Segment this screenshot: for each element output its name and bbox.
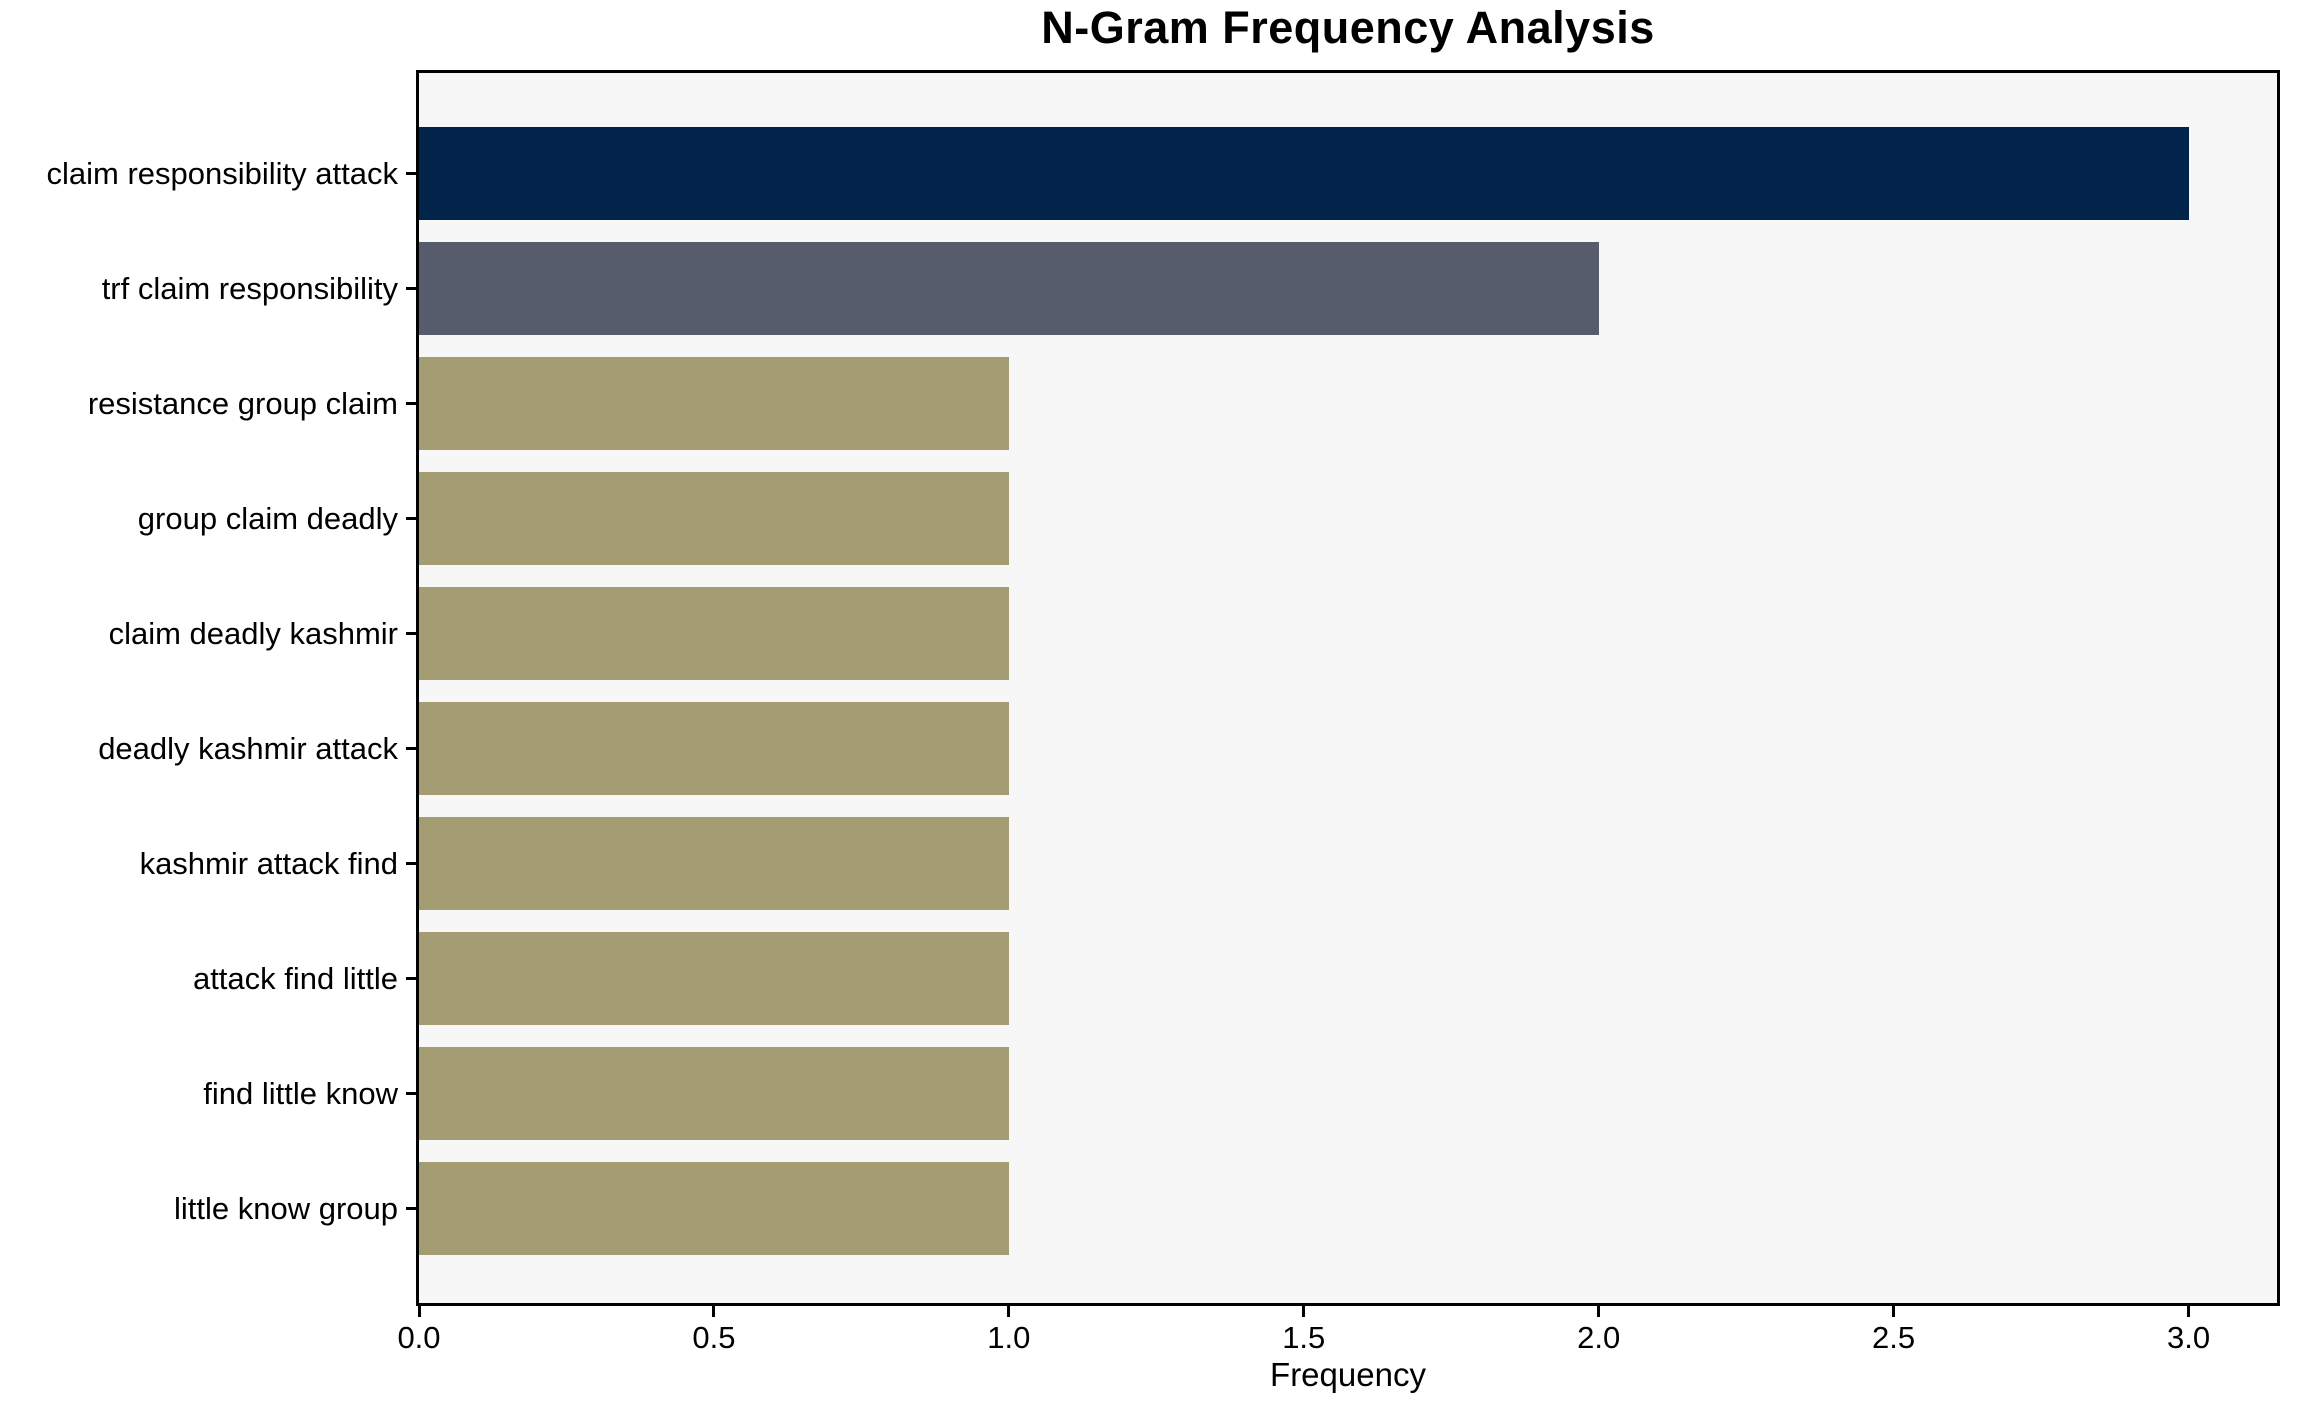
y-tick-label: claim deadly kashmir	[108, 615, 398, 651]
bar-9	[419, 1047, 1009, 1140]
y-tick-label: find little know	[203, 1075, 398, 1111]
y-tick-mark	[406, 632, 416, 635]
bar-10	[419, 1162, 1009, 1255]
x-tick-label: 0.5	[692, 1320, 736, 1355]
y-tick-mark	[406, 1207, 416, 1210]
y-tick-mark	[406, 1092, 416, 1095]
bar-3	[419, 357, 1009, 450]
x-tick-mark	[1597, 1306, 1601, 1317]
x-tick-label: 0.0	[397, 1320, 441, 1355]
y-tick-label: attack find little	[192, 960, 398, 996]
x-tick-label: 2.5	[1872, 1320, 1916, 1355]
y-tick-mark	[406, 172, 416, 175]
x-tick-mark	[417, 1306, 421, 1317]
y-tick-label: claim responsibility attack	[46, 155, 398, 191]
y-tick-mark	[406, 977, 416, 980]
chart-title: N-Gram Frequency Analysis	[1041, 2, 1655, 53]
x-tick-mark	[712, 1306, 716, 1317]
y-tick-mark	[406, 517, 416, 520]
y-tick-label: little know group	[173, 1190, 398, 1226]
y-tick-label: trf claim responsibility	[101, 270, 398, 306]
bar-2	[419, 242, 1599, 335]
y-tick-mark	[406, 287, 416, 290]
x-axis-label: Frequency	[1270, 1356, 1426, 1393]
bar-7	[419, 817, 1009, 910]
y-tick-label: group claim deadly	[137, 500, 398, 536]
y-tick-mark	[406, 747, 416, 750]
y-tick-mark	[406, 402, 416, 405]
y-tick-label: resistance group claim	[87, 385, 398, 421]
bar-5	[419, 587, 1009, 680]
bar-8	[419, 932, 1009, 1025]
x-tick-label: 1.5	[1282, 1320, 1326, 1355]
x-tick-label: 1.0	[987, 1320, 1031, 1355]
y-tick-label: deadly kashmir attack	[98, 730, 398, 766]
bar-1	[419, 127, 2189, 220]
x-tick-label: 3.0	[2166, 1320, 2211, 1355]
plot-area	[416, 70, 2280, 1306]
bar-6	[419, 702, 1009, 795]
y-tick-mark	[406, 862, 416, 865]
x-tick-label: 2.0	[1577, 1320, 1621, 1355]
y-tick-label: kashmir attack find	[139, 845, 398, 881]
x-tick-mark	[1302, 1306, 1306, 1317]
x-tick-mark	[1892, 1306, 1896, 1317]
bar-4	[419, 472, 1009, 565]
x-tick-mark	[2187, 1306, 2191, 1317]
x-tick-mark	[1007, 1306, 1011, 1317]
